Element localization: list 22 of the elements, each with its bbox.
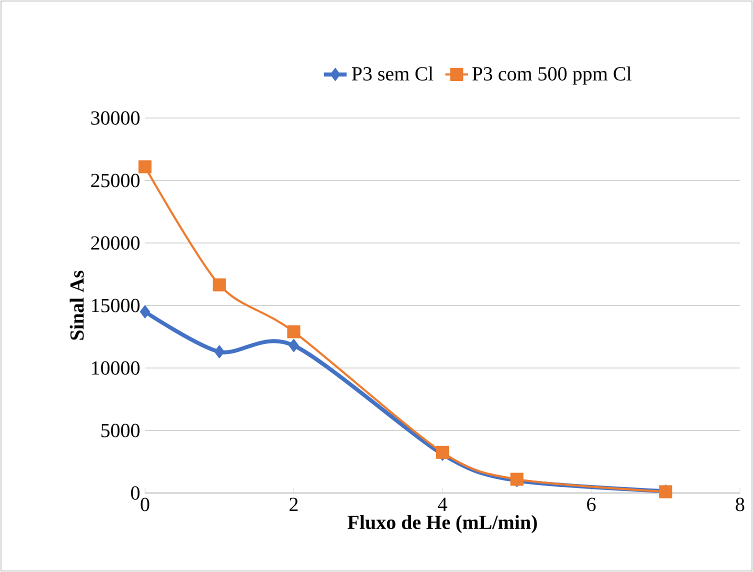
y-tick-label: 5000 (101, 424, 140, 438)
point (214, 345, 224, 358)
point (288, 338, 299, 352)
legend-label: P3 com 500 ppm Cl (472, 66, 632, 85)
x-tick-label: 4 (438, 498, 448, 511)
x-tick-label: 2 (290, 498, 298, 511)
y-tick-label: 15000 (92, 298, 140, 312)
point (138, 160, 152, 174)
y-tick-label: 25000 (91, 174, 140, 188)
x-tick-label: 6 (587, 498, 596, 512)
point (287, 325, 300, 338)
y-tick-label: 30000 (91, 111, 140, 125)
legend-label: P3 sem Cl (352, 66, 434, 81)
x-axis-title: Fluxo de He (mL/min) (348, 515, 537, 534)
y-tick-label: 20000 (91, 236, 140, 250)
x-tick-label: 8 (736, 498, 744, 512)
y-tick-label: 10000 (92, 361, 140, 375)
y-axis-title: Sinal As (70, 270, 84, 340)
x-tick-label: 0 (140, 498, 150, 512)
y-tick-label: 0 (131, 486, 140, 500)
point (140, 305, 150, 318)
point (212, 278, 226, 292)
